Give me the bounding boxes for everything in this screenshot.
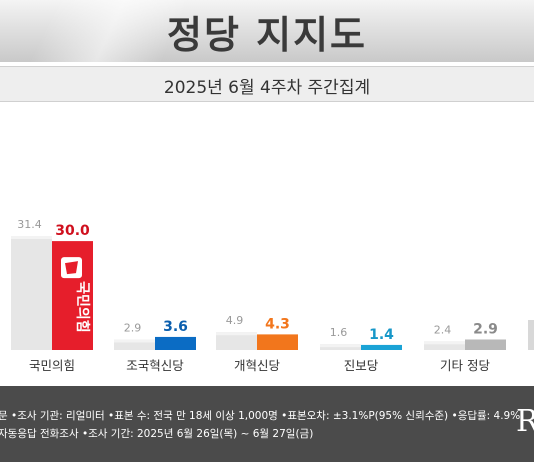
bar-previous-top-4 [424,341,465,345]
bar-previous-top-2 [216,332,257,336]
survey-note-line-2: 자동응답 전화조사 •조사 기간: 2025년 6월 26일(목) ~ 6월 2… [0,428,314,440]
bar-previous-top-0 [11,236,52,240]
category-label-0: 국민의힘 [29,358,75,373]
bar-previous-0 [11,236,52,350]
value-label-previous-4: 2.4 [434,323,452,336]
subtitle-bar: 2025년 6월 4주차 주간집계 [0,66,534,102]
party-logo-text: 국민의힘 [74,281,91,333]
category-label-4: 기타 정당 [440,358,490,373]
brand-logo: R [516,404,534,439]
bar-current-4 [465,339,506,350]
value-label-current-1: 3.6 [163,319,188,335]
footer-notes: 문 •조사 기관: 리얼미터 •표본 수: 전국 만 18세 이상 1,000명… [0,386,534,462]
value-label-previous-1: 2.9 [124,321,142,334]
bar-current-2 [257,334,298,350]
bar-chart: 31.4 30.0 국민의힘 2.9 3.6 조국혁신당 4.9 4.3 개혁신당 1.6 1.4 진… [11,218,534,373]
header-banner: 정당 지지도 [0,0,534,62]
value-label-current-2: 4.3 [265,316,290,332]
bar-current-1 [155,336,196,350]
category-label-2: 개혁신당 [234,358,281,373]
bar-cutoff-right [528,320,534,350]
bar-previous-4 [424,341,465,350]
value-label-current-0: 30.0 [55,223,90,239]
party-logo-mark [65,261,78,275]
value-label-previous-3: 1.6 [330,326,348,339]
value-label-previous-0: 31.4 [17,218,42,231]
category-label-3: 진보당 [344,358,379,373]
chart-title: 정당 지지도 [166,13,368,57]
bar-previous-top-1 [114,339,155,343]
value-label-current-3: 1.4 [369,327,394,343]
bar-previous-1 [114,339,155,350]
bar-previous-top-3 [320,344,361,348]
value-label-current-4: 2.9 [473,321,498,337]
survey-note-line-1: 문 •조사 기관: 리얼미터 •표본 수: 전국 만 18세 이상 1,000명… [0,410,521,422]
bar-previous-2 [216,332,257,350]
value-label-previous-2: 4.9 [226,314,244,327]
category-label-1: 조국혁신당 [126,358,184,373]
bar-current-3 [361,344,402,350]
chart-subtitle: 2025년 6월 4주차 주간집계 [163,78,371,98]
